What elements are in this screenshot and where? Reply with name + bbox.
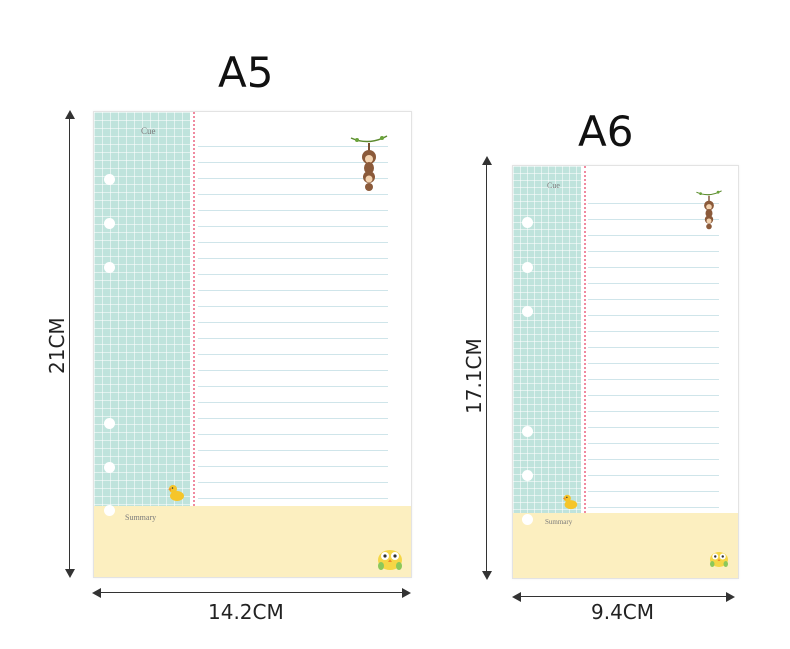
monkey-icon <box>696 190 722 230</box>
a6-width-arrow-right <box>726 592 735 602</box>
a5-cue-label: Cue <box>141 126 156 136</box>
a6-height-line <box>486 162 487 577</box>
a6-cue-label: Cue <box>547 181 560 190</box>
a5-height-line <box>69 116 70 576</box>
a5-summary-area <box>94 506 411 577</box>
a5-height-label: 21CM <box>45 317 69 374</box>
a5-margin-line <box>190 112 195 506</box>
a6-height-label: 17.1CM <box>462 338 486 414</box>
a6-punch-hole <box>522 426 533 437</box>
a6-punch-hole <box>522 306 533 317</box>
a6-ruled-lines <box>588 188 719 513</box>
owl-icon <box>378 550 402 570</box>
a6-punch-hole <box>522 470 533 481</box>
monkey-icon <box>350 135 388 191</box>
a5-summary-label: Summary <box>125 513 157 522</box>
a5-punch-hole <box>104 218 115 229</box>
a6-punch-hole <box>522 514 533 525</box>
a6-width-label: 9.4CM <box>591 600 655 624</box>
a6-margin-line <box>581 166 586 513</box>
a5-height-arrow-top <box>65 110 75 119</box>
a5-punch-hole <box>104 418 115 429</box>
a6-summary-label: Summary <box>545 518 573 526</box>
a5-page: Cue Summary <box>93 111 412 578</box>
a6-title: A6 <box>578 107 634 156</box>
duck-icon <box>168 485 184 501</box>
a6-height-arrow-bottom <box>482 571 492 580</box>
a5-width-label: 14.2CM <box>208 600 284 624</box>
a5-punch-hole <box>104 462 115 473</box>
a5-width-line <box>98 592 406 593</box>
a5-title: A5 <box>218 48 274 97</box>
a6-width-arrow-left <box>512 592 521 602</box>
a5-width-arrow-right <box>402 588 411 598</box>
duck-icon <box>562 494 578 510</box>
a6-width-line <box>518 596 728 597</box>
a5-ruled-lines <box>198 131 388 506</box>
a6-page: Cue Summary <box>512 165 739 579</box>
a6-punch-hole <box>522 217 533 228</box>
a5-cue-column <box>94 112 190 506</box>
a5-height-arrow-bottom <box>65 569 75 578</box>
a6-height-arrow-top <box>482 156 492 165</box>
a5-punch-hole <box>104 505 115 516</box>
a6-punch-hole <box>522 262 533 273</box>
a5-width-arrow-left <box>92 588 101 598</box>
a6-summary-area <box>513 513 738 578</box>
a5-punch-hole <box>104 174 115 185</box>
owl-icon <box>710 552 728 567</box>
a5-punch-hole <box>104 262 115 273</box>
